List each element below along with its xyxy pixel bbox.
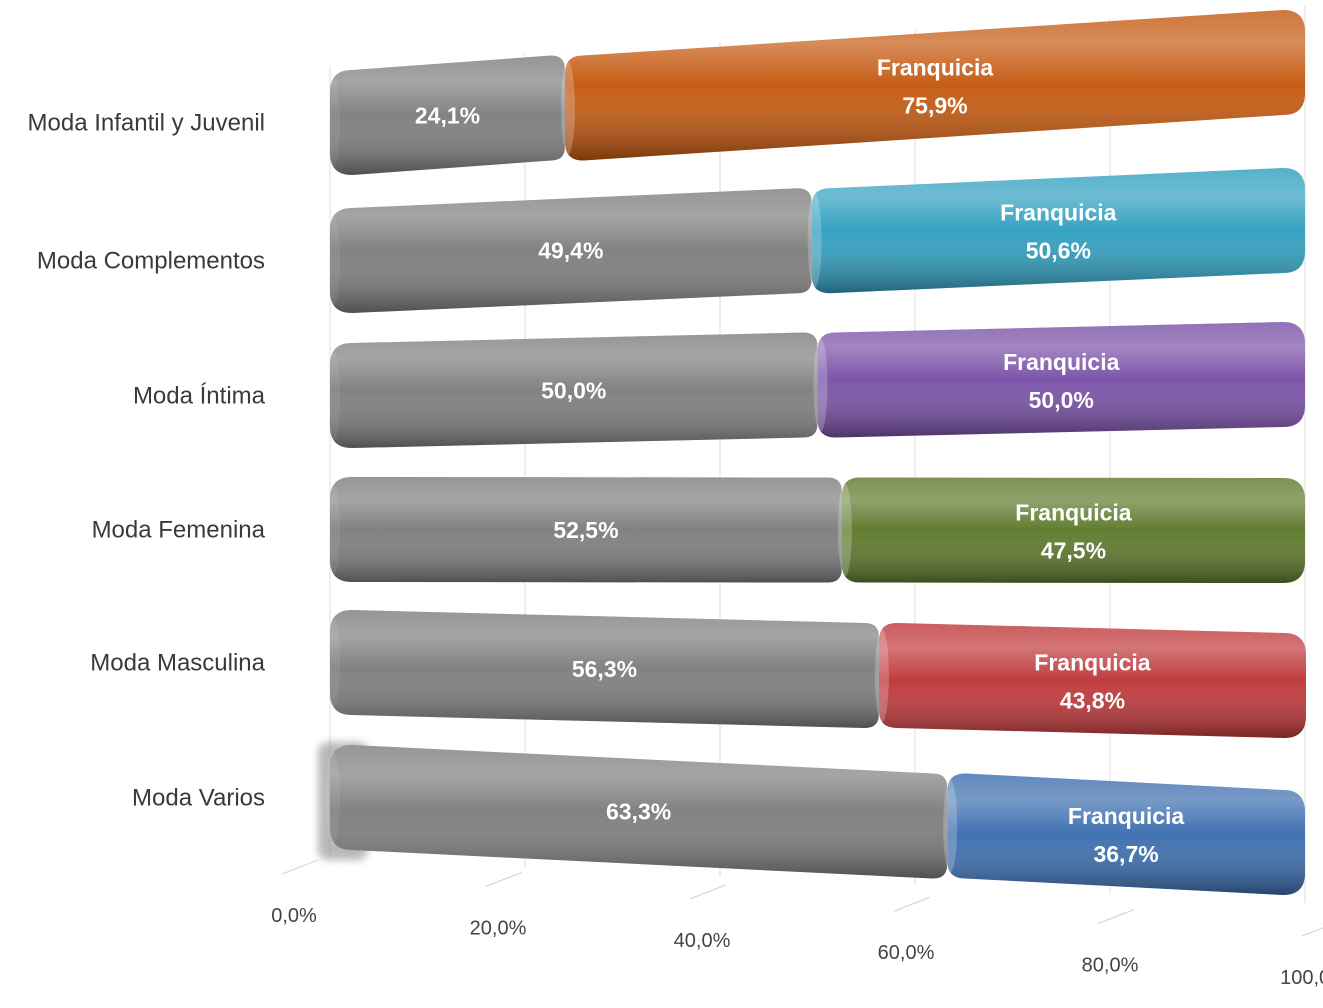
data-label: 50,0% <box>541 377 606 403</box>
x-tick-label: 20,0% <box>470 917 527 939</box>
bar-rim <box>807 194 822 288</box>
category-label: Moda Complementos <box>37 248 265 275</box>
bar-shading <box>330 332 818 448</box>
data-label: 52,5% <box>553 517 618 543</box>
series-name-label: Franquicia <box>1068 803 1185 829</box>
bar-rim <box>326 76 340 169</box>
x-tick-label: 60,0% <box>878 942 935 964</box>
x-tick-label: 0,0% <box>271 905 317 927</box>
bar-shading <box>564 10 1305 161</box>
bar-shading <box>330 610 879 728</box>
bar-rim <box>326 483 340 576</box>
bar-rim <box>326 349 340 442</box>
bar-shading <box>947 773 1305 895</box>
bar-shading <box>330 477 842 583</box>
gridlines <box>329 6 1306 903</box>
data-label: 50,0% <box>1029 387 1094 413</box>
bar-rim <box>813 338 828 432</box>
bar-shading <box>817 322 1305 438</box>
series-name-label: Franquicia <box>1000 200 1117 226</box>
tick-mark <box>1301 927 1323 937</box>
bar-shading <box>878 622 1306 739</box>
bar-rim <box>326 616 340 709</box>
tick-mark <box>1097 909 1135 925</box>
tick-mark <box>893 896 931 912</box>
tick-mark <box>689 884 727 900</box>
series-name-label: Franquicia <box>1034 649 1151 675</box>
bar-row-moda-intima <box>326 322 1305 448</box>
bar-row-moda-infantil-y-juvenil <box>326 10 1305 175</box>
labels: 24,1% Franquicia 75,9% Moda Infantil y Juve… <box>28 54 1185 867</box>
series-name-label: Franquicia <box>1003 349 1120 375</box>
bar-rim <box>326 751 340 844</box>
bar-rim <box>943 779 958 873</box>
data-label: 56,3% <box>572 656 637 682</box>
bar-row-moda-femenina <box>326 477 1305 583</box>
series-name-label: Franquicia <box>1015 499 1132 525</box>
category-label: Moda Masculina <box>90 650 265 677</box>
bar-rim <box>560 61 575 155</box>
x-tick-label: 40,0% <box>674 930 731 952</box>
category-label: Moda Infantil y Juvenil <box>28 110 265 137</box>
data-label: 47,5% <box>1041 537 1106 563</box>
data-label: 75,9% <box>902 92 967 118</box>
bar-shading <box>841 477 1305 583</box>
category-label: Moda Femenina <box>92 517 266 544</box>
bar-rim <box>874 628 889 722</box>
bar-shading <box>330 55 565 175</box>
data-label: 49,4% <box>538 238 603 264</box>
bar-shading <box>330 745 948 879</box>
data-label: 36,7% <box>1093 841 1158 867</box>
data-label: 50,6% <box>1026 238 1091 264</box>
bar-row-moda-complementos <box>326 168 1305 313</box>
bar-shading <box>330 188 812 313</box>
tick-mark <box>485 871 523 887</box>
category-label: Moda Varios <box>132 785 265 812</box>
data-label: 43,8% <box>1060 687 1125 713</box>
bars <box>318 10 1306 895</box>
x-tick-label: 80,0% <box>1082 955 1139 977</box>
data-label: 24,1% <box>415 102 480 128</box>
bar-rim <box>837 483 852 577</box>
bar-row-moda-varios <box>326 745 1305 895</box>
series-name-label: Franquicia <box>877 54 994 80</box>
bar-rim <box>326 214 340 307</box>
category-label: Moda Íntima <box>133 383 266 410</box>
data-label: 63,3% <box>606 799 671 825</box>
bar-shading <box>811 168 1305 294</box>
x-axis: 0,0% 20,0% 40,0% 60,0% 80,0% 100,0% <box>271 859 1323 989</box>
bar-row-moda-masculina <box>326 610 1306 739</box>
x-tick-label: 100,0% <box>1280 967 1323 989</box>
tick-mark <box>281 859 319 875</box>
